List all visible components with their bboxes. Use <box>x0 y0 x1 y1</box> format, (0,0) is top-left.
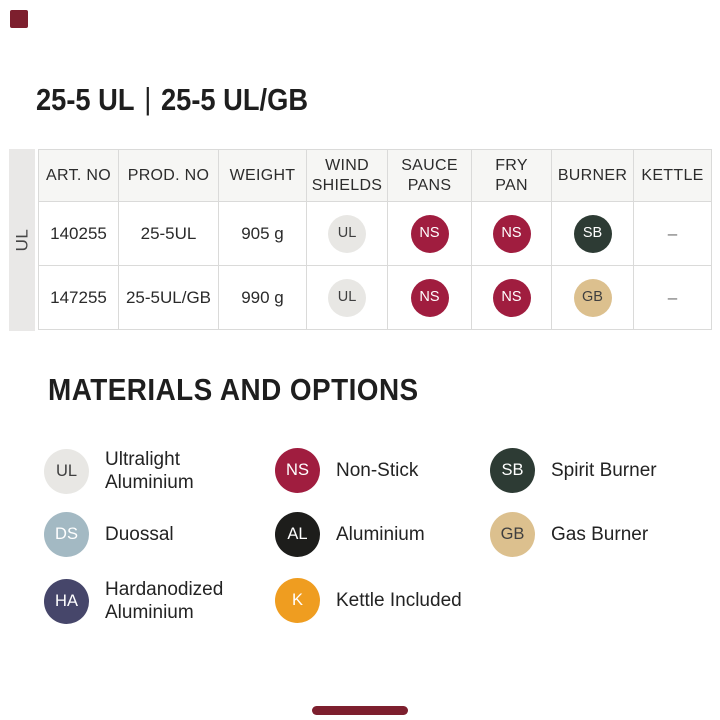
title-model-right: 25-5 UL/GB <box>161 82 309 117</box>
legend-label: Duossal <box>105 524 174 545</box>
title-separator-icon: | <box>144 81 152 116</box>
page-title: 25-5 UL | 25-5 UL/GB <box>36 81 309 117</box>
sb-badge-icon: SB <box>573 214 612 253</box>
sauce-pans-cell: NS <box>387 265 472 330</box>
sb-badge-icon: SB <box>490 448 535 493</box>
ns-badge-icon: NS <box>492 214 531 253</box>
home-indicator <box>312 706 408 715</box>
gb-badge-icon: GB <box>490 512 535 557</box>
fry-pan-cell: NS <box>471 201 552 266</box>
col-header-art-no: ART. NO <box>38 149 119 202</box>
legend-item-ultralight-aluminium: UL Ultralight Aluminium <box>44 448 194 494</box>
ns-badge-icon: NS <box>492 278 531 317</box>
brand-square-icon <box>10 10 28 28</box>
col-header-wind-shields: WIND SHIELDS <box>306 149 388 202</box>
legend-item-gas-burner: GB Gas Burner <box>490 512 648 557</box>
legend-item-spirit-burner: SB Spirit Burner <box>490 448 657 493</box>
ns-badge-icon: NS <box>410 214 449 253</box>
legend-item-duossal: DS Duossal <box>44 512 174 557</box>
col-header-prod-no: PROD. NO <box>118 149 219 202</box>
art-no-cell: 147255 <box>38 265 119 330</box>
prod-no-cell: 25-5UL/GB <box>118 265 219 330</box>
legend-label: Aluminium <box>336 524 425 545</box>
legend-label: Non-Stick <box>336 460 419 481</box>
prod-no-cell: 25-5UL <box>118 201 219 266</box>
wind-shields-cell: UL <box>306 201 388 266</box>
legend-label: Hardanodized Aluminium <box>105 579 224 623</box>
k-badge-icon: K <box>275 578 320 623</box>
legend-item-kettle-included: K Kettle Included <box>275 578 462 623</box>
legend-item-non-stick: NS Non-Stick <box>275 448 418 493</box>
series-strip: UL <box>9 149 35 331</box>
al-badge-icon: AL <box>275 512 320 557</box>
fry-pan-cell: NS <box>471 265 552 330</box>
series-label: UL <box>11 228 31 252</box>
materials-heading: MATERIALS AND OPTIONS <box>48 372 419 407</box>
table-row: 140255 25-5UL 905 g UL NS NS SB – <box>38 201 712 266</box>
weight-cell: 905 g <box>218 201 307 266</box>
legend-label: Kettle Included <box>336 590 462 611</box>
ul-badge-icon: UL <box>44 448 89 494</box>
sauce-pans-cell: NS <box>387 201 472 266</box>
legend-item-aluminium: AL Aluminium <box>275 512 425 557</box>
weight-cell: 990 g <box>218 265 307 330</box>
gb-badge-icon: GB <box>573 278 612 317</box>
legend-label: Ultralight Aluminium <box>105 449 194 493</box>
burner-cell: SB <box>551 201 634 266</box>
legend-label: Spirit Burner <box>551 460 657 481</box>
col-header-burner: BURNER <box>551 149 634 202</box>
ha-badge-icon: HA <box>44 578 89 624</box>
spec-table: ART. NO PROD. NO WEIGHT WIND SHIELDS SAU… <box>38 149 712 330</box>
ns-badge-icon: NS <box>275 448 320 493</box>
ns-badge-icon: NS <box>410 278 449 317</box>
ul-badge-icon: UL <box>328 214 366 253</box>
burner-cell: GB <box>551 265 634 330</box>
col-header-kettle: KETTLE <box>633 149 712 202</box>
ds-badge-icon: DS <box>44 512 89 557</box>
col-header-weight: WEIGHT <box>218 149 307 202</box>
no-kettle-dash: – <box>667 287 678 307</box>
col-header-sauce-pans: SAUCE PANS <box>387 149 472 202</box>
art-no-cell: 140255 <box>38 201 119 266</box>
kettle-cell: – <box>633 265 712 330</box>
no-kettle-dash: – <box>667 223 678 243</box>
legend-item-hardanodized-aluminium: HA Hardanodized Aluminium <box>44 578 223 624</box>
table-header-row: ART. NO PROD. NO WEIGHT WIND SHIELDS SAU… <box>38 149 712 202</box>
kettle-cell: – <box>633 201 712 266</box>
col-header-fry-pan: FRY PAN <box>471 149 552 202</box>
ul-badge-icon: UL <box>328 278 366 317</box>
wind-shields-cell: UL <box>306 265 388 330</box>
legend-label: Gas Burner <box>551 524 649 545</box>
title-model-left: 25-5 UL <box>36 82 135 117</box>
table-row: 147255 25-5UL/GB 990 g UL NS NS GB – <box>38 265 712 330</box>
